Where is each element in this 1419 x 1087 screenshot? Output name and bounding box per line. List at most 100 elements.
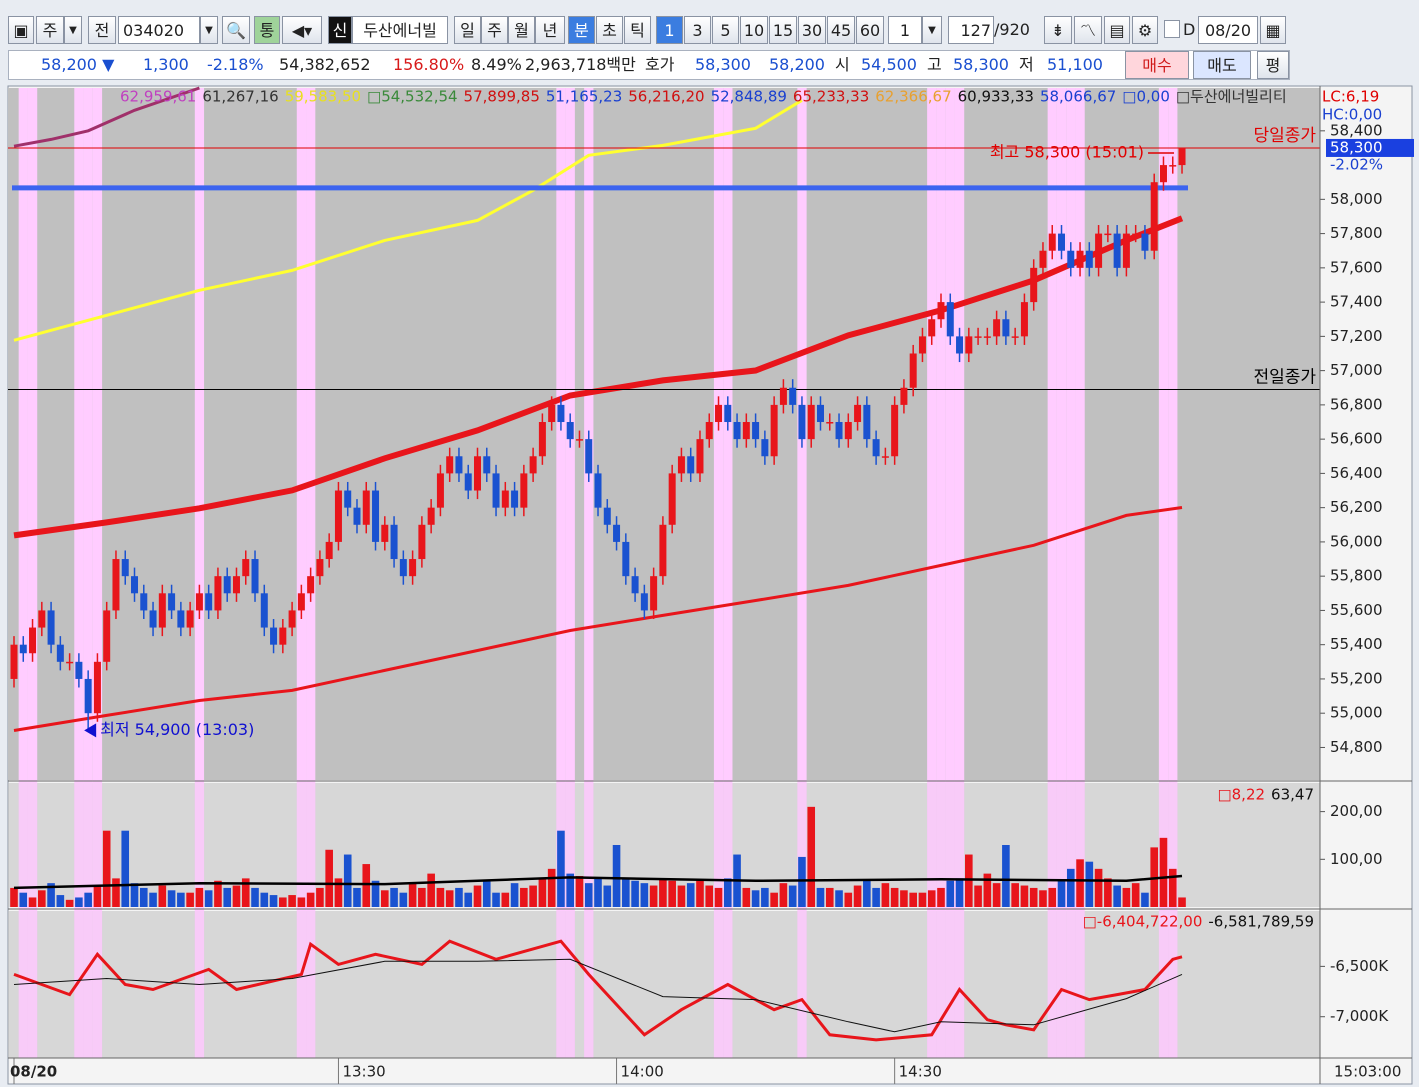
period-button[interactable]: 초 xyxy=(596,16,623,44)
period-button[interactable]: 분 xyxy=(568,16,595,44)
candle-body xyxy=(1085,250,1093,268)
interval-button[interactable]: 15 xyxy=(769,16,797,44)
legend-value: □두산에너빌리티 xyxy=(1176,88,1287,106)
count-input[interactable]: 127 xyxy=(948,16,994,44)
sound-button[interactable]: ◀▾ xyxy=(282,16,322,44)
menu-icon[interactable]: ▣ xyxy=(8,16,34,44)
volume-bar xyxy=(1011,883,1019,907)
candle-body xyxy=(353,507,361,525)
tool-button[interactable]: ⇟ xyxy=(1044,16,1072,44)
candle-body xyxy=(715,404,723,423)
candle-body xyxy=(214,576,222,611)
shade-band xyxy=(723,88,733,1058)
checkbox[interactable] xyxy=(1164,20,1180,38)
tool-button[interactable]: 〽 xyxy=(1074,16,1102,44)
save-button[interactable]: ▤ xyxy=(1104,16,1130,44)
candle-body xyxy=(761,439,769,457)
interval-input[interactable]: 1 xyxy=(888,16,922,44)
candle-body xyxy=(427,507,435,525)
shade-band xyxy=(1066,88,1076,1058)
dropdown[interactable]: ▼ xyxy=(200,16,218,44)
y-tick-label: 57,200 xyxy=(1330,327,1383,345)
candle-body xyxy=(594,473,602,508)
candle-body xyxy=(650,576,658,611)
volume-bar xyxy=(1057,880,1066,907)
interval-button[interactable]: 3 xyxy=(684,16,711,44)
date-input[interactable]: 08/20 xyxy=(1198,16,1258,44)
candle-body xyxy=(1048,233,1056,251)
volume-bar xyxy=(640,883,649,907)
period-button[interactable]: 주 xyxy=(481,16,508,44)
candle-body xyxy=(677,456,685,474)
interval-button[interactable]: 1 xyxy=(656,16,683,44)
volume-bar xyxy=(455,887,463,907)
market-button[interactable]: 주 xyxy=(36,16,64,44)
candle-body xyxy=(742,422,750,440)
shade-band xyxy=(954,783,965,907)
shade-band xyxy=(945,88,955,1058)
calendar-button[interactable]: ▦ xyxy=(1260,16,1286,44)
volume-bar xyxy=(316,887,324,907)
volume-bar xyxy=(863,880,871,907)
volume-bar xyxy=(1039,890,1047,907)
volume-bar xyxy=(1076,859,1084,907)
volume-bar xyxy=(269,895,278,907)
candle-body xyxy=(872,439,880,457)
shade-band xyxy=(83,88,93,1058)
period-button[interactable]: 틱 xyxy=(624,16,651,44)
candle-body xyxy=(103,610,111,662)
candle-body xyxy=(1002,319,1010,337)
interval-button[interactable]: 45 xyxy=(827,16,855,44)
volume-panel xyxy=(8,783,1320,907)
shade-band xyxy=(927,783,937,907)
candle-body xyxy=(177,610,185,628)
candle-body xyxy=(696,439,704,474)
interval-button[interactable]: 10 xyxy=(740,16,768,44)
buy-button[interactable]: 매수 xyxy=(1125,51,1189,79)
volume-bar xyxy=(733,854,741,907)
interval-button[interactable]: 60 xyxy=(856,16,884,44)
candle-body xyxy=(575,439,583,441)
search-button[interactable]: 🔍 xyxy=(222,16,250,44)
dropdown[interactable]: ▼ xyxy=(64,16,82,44)
period-button[interactable]: 월 xyxy=(508,16,535,44)
candle-body xyxy=(10,644,18,679)
y-tick-label: 56,000 xyxy=(1330,532,1383,550)
volume-bar xyxy=(241,878,250,907)
legend-value: 62,366,67 xyxy=(875,88,951,106)
sell-button[interactable]: 매도 xyxy=(1193,51,1251,79)
stock-name: 두산에너빌 xyxy=(352,16,448,44)
candle-body xyxy=(891,404,899,457)
volume-bar xyxy=(909,892,917,907)
y-tick-label: 56,600 xyxy=(1330,430,1383,448)
shade-band xyxy=(1168,911,1178,1058)
link-button[interactable]: 통 xyxy=(254,16,280,44)
settings-button[interactable]: ⚙ xyxy=(1132,16,1158,44)
candle-body xyxy=(863,404,871,440)
period-button[interactable]: 일 xyxy=(454,16,481,44)
x-tick-label: 14:30 xyxy=(899,1063,942,1081)
all-button[interactable]: 전 xyxy=(88,16,116,44)
interval-button[interactable]: 30 xyxy=(798,16,826,44)
candle-body xyxy=(928,319,936,337)
period-button[interactable]: 년 xyxy=(535,16,565,44)
shade-band xyxy=(584,911,594,1058)
candle-body xyxy=(1169,165,1177,167)
change: 1,300 xyxy=(143,55,189,74)
volume-bar xyxy=(195,887,204,907)
interval-button[interactable]: 5 xyxy=(712,16,739,44)
quote-label: 호가 xyxy=(645,55,675,74)
y-tick-label: 55,000 xyxy=(1330,704,1383,722)
avg-button[interactable]: 평 xyxy=(1257,51,1289,79)
volume-bar xyxy=(102,830,111,907)
volume-bar xyxy=(260,892,269,907)
volume-bar xyxy=(705,885,714,907)
volume-average xyxy=(13,874,1183,890)
shade-band xyxy=(296,783,307,907)
code-input[interactable]: 034020 xyxy=(118,16,200,44)
volume-bar xyxy=(974,885,982,907)
candle-body xyxy=(613,524,621,542)
dropdown[interactable]: ▼ xyxy=(922,16,942,44)
moving-average xyxy=(13,99,803,342)
candle-body xyxy=(251,559,259,594)
